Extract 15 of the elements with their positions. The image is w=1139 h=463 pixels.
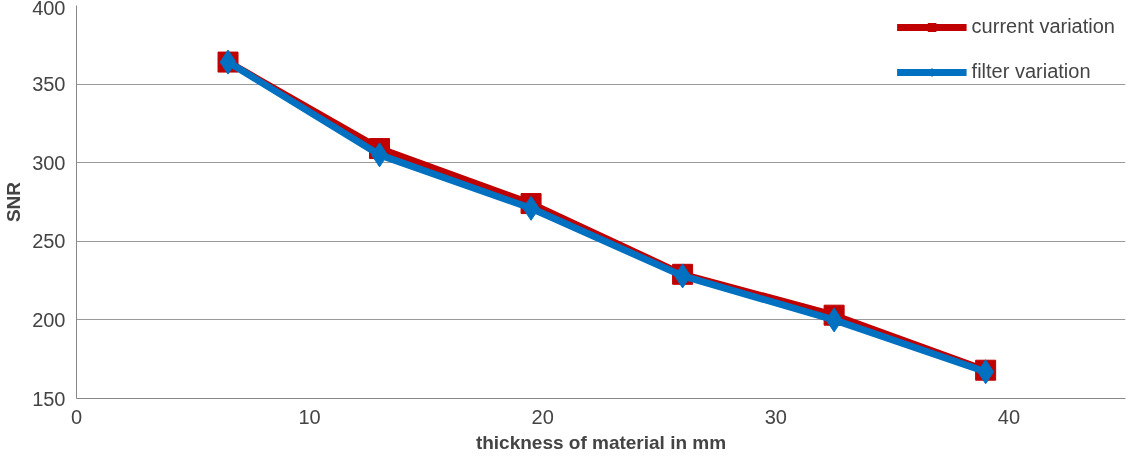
legend-label: current variation <box>971 15 1115 38</box>
x-tick-label: 40 <box>997 405 1021 428</box>
x-tick-label: 0 <box>70 405 83 428</box>
y-tick-label: 350 <box>32 73 66 96</box>
y-axis-title: SNR <box>3 181 25 223</box>
y-tick-label: 200 <box>32 308 66 331</box>
y-tick-label: 300 <box>32 151 66 174</box>
y-tick-label: 250 <box>32 230 66 253</box>
y-tick-label: 150 <box>32 387 66 410</box>
x-tick-label: 20 <box>531 405 554 428</box>
x-tick-label: 10 <box>298 405 321 428</box>
x-tick-label: 30 <box>764 405 787 428</box>
x-axis-title: thickness of material in mm <box>475 431 727 453</box>
y-tick-label: 400 <box>32 0 66 19</box>
legend-label: filter variation <box>971 60 1091 83</box>
